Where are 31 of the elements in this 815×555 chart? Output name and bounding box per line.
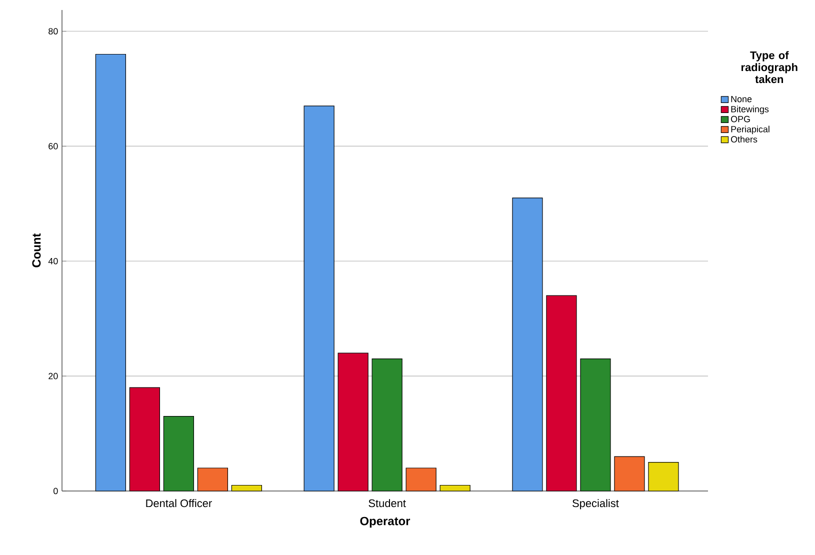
x-tick-label: Dental Officer xyxy=(146,499,212,508)
bar xyxy=(372,358,402,492)
y-tick-label: 60 xyxy=(48,143,58,150)
legend-label: Bitewings xyxy=(731,106,769,114)
bar xyxy=(338,352,368,492)
bar xyxy=(614,456,645,492)
bar xyxy=(648,462,679,492)
bar xyxy=(304,106,334,492)
y-axis-title: Count xyxy=(32,233,41,268)
bar xyxy=(512,198,543,492)
legend-label: Others xyxy=(730,136,758,143)
x-tick-label: Specialist xyxy=(572,499,619,510)
y-tick-label: 20 xyxy=(48,372,58,380)
bar xyxy=(163,416,194,492)
bar xyxy=(129,387,160,492)
bar xyxy=(546,295,577,492)
bar xyxy=(231,484,262,492)
legend-label: None xyxy=(731,96,752,102)
bar xyxy=(197,468,228,492)
y-tick-label: 40 xyxy=(48,258,58,264)
x-axis-title: Operator xyxy=(360,516,410,528)
bar xyxy=(95,54,126,492)
bar xyxy=(406,468,436,492)
legend-label: OPG xyxy=(730,116,750,122)
y-tick-label: 0 xyxy=(54,488,58,494)
legend-label: Periapical xyxy=(731,126,770,134)
bar xyxy=(440,484,470,492)
x-tick-label: Student xyxy=(368,499,406,508)
bar xyxy=(580,358,611,492)
y-tick-label: 80 xyxy=(48,28,58,34)
legend-title: Type of radiograph taken xyxy=(741,51,798,84)
